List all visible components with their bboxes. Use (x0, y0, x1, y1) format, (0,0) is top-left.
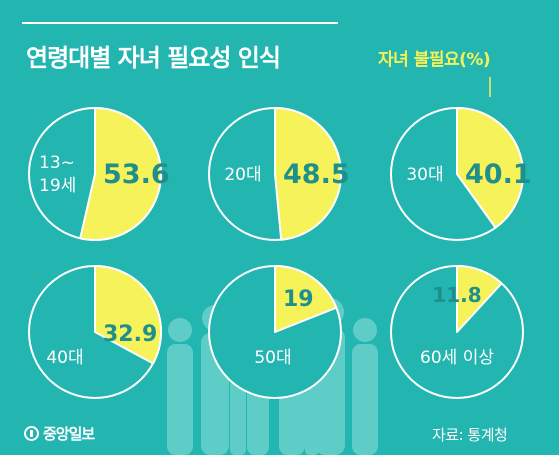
pie-value-label: 40.1 (465, 159, 532, 190)
pie-3: 40.1 30대 (390, 107, 532, 241)
silhouette-head (168, 318, 192, 342)
silhouette-body (167, 344, 193, 455)
silhouette-body (352, 344, 378, 455)
silhouette-body (305, 375, 319, 455)
silhouette-head (353, 318, 377, 342)
pie-value-label: 11.8 (432, 283, 481, 307)
logo-text: 중앙일보 (43, 425, 95, 443)
legend-label: 자녀 불필요(%) (378, 50, 491, 70)
title-rule (22, 22, 338, 24)
pie-4: 32.9 40대 (28, 265, 162, 399)
pie-category-label: 20대 (224, 165, 261, 185)
pie-value-label: 48.5 (283, 159, 350, 190)
pie-slice-not-needed (274, 265, 338, 333)
pie-category-label: 30대 (406, 165, 443, 185)
silhouette-body (230, 370, 246, 455)
pie-slice-not-needed (274, 107, 342, 241)
page-title: 연령대별 자녀 필요성 인식 (26, 44, 281, 72)
pie-category-label: 50대 (254, 348, 291, 368)
pie-6: 11.8 60세 이상 (390, 265, 524, 399)
pie-2: 48.5 20대 (208, 107, 350, 241)
pie-slice-not-needed (456, 265, 503, 333)
logo-icon (24, 426, 39, 441)
pie-value-label: 53.6 (103, 159, 170, 190)
pie-value-label: 19 (283, 287, 314, 312)
pie-category-label: 60세 이상 (420, 348, 494, 368)
pie-5: 19 50대 (208, 265, 342, 399)
pie-slice-not-needed (79, 107, 162, 241)
pie-category-label: 13~ 19세 (39, 153, 76, 196)
pie-1: 53.6 13~ 19세 (28, 107, 170, 241)
pie-category-label: 40대 (46, 348, 83, 368)
pie-group: 53.6 13~ 19세 48.5 20대 40.1 30대 32.9 40대 19 50대 11.8… (28, 107, 532, 399)
pie-slice-not-needed (94, 265, 162, 365)
pie-value-label: 32.9 (103, 322, 157, 347)
source-note: 자료: 통계청 (432, 426, 508, 444)
publisher-logo: 중앙일보 (24, 423, 95, 444)
pie-slice-not-needed (456, 107, 524, 229)
